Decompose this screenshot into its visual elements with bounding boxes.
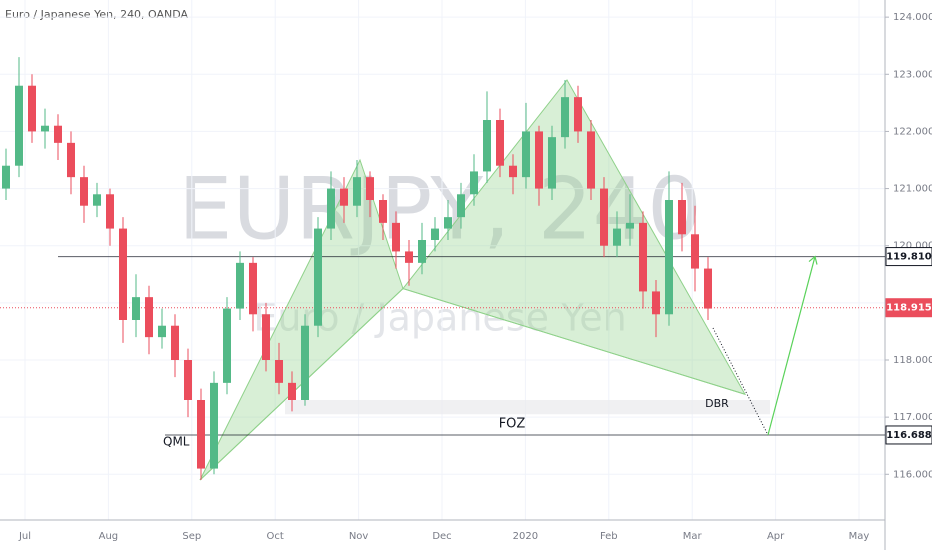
candle-body	[353, 177, 361, 206]
candle-body	[405, 251, 413, 263]
candle-body	[522, 131, 530, 178]
candle-body	[587, 131, 595, 189]
candle-body	[496, 120, 504, 166]
price-label: 119.810	[886, 252, 932, 263]
candle-body	[301, 325, 309, 400]
pattern-bd	[402, 288, 746, 395]
x-tick-label: May	[849, 531, 870, 542]
arrow-head	[808, 255, 818, 265]
candle-body	[41, 125, 49, 132]
candle-body	[418, 240, 426, 263]
candle-body	[574, 97, 582, 132]
candle-body	[67, 142, 75, 178]
candle-body	[210, 382, 218, 469]
candle-body	[236, 262, 244, 309]
projection-arrow	[767, 256, 816, 436]
candle-body	[535, 131, 543, 189]
y-tick-label: 122.000	[893, 126, 932, 137]
y-tick-label: 123.000	[893, 69, 932, 80]
y-tick-label: 124.000	[893, 12, 932, 23]
price-label: 116.688	[886, 430, 932, 441]
candle-body	[197, 400, 205, 469]
x-tick-label: Apr	[767, 531, 785, 542]
x-tick-label: Mar	[683, 531, 703, 542]
candle-body	[457, 194, 465, 218]
price-label-box	[885, 247, 932, 267]
candle-body	[704, 268, 712, 309]
candle-body	[80, 177, 88, 206]
x-tick-label: Feb	[600, 531, 618, 542]
annotation: FOZ	[499, 417, 526, 432]
x-tick-label: Jul	[18, 531, 31, 542]
candle-body	[561, 97, 569, 138]
candle-body	[223, 308, 231, 383]
x-tick-label: Oct	[267, 531, 284, 542]
candle-body	[249, 262, 257, 315]
candle-body	[483, 120, 491, 172]
candle-body	[691, 234, 699, 269]
candle-body	[145, 297, 153, 338]
candle-body	[106, 194, 114, 229]
x-tick-label: 2020	[513, 531, 538, 542]
chart-title: Euro / Japanese Yen, 240, OANDA	[5, 8, 189, 21]
price-label-box	[885, 298, 932, 318]
candle-body	[54, 125, 62, 143]
x-tick-label: Aug	[99, 531, 119, 542]
candle-body	[158, 325, 166, 338]
candle-body	[93, 194, 101, 206]
candle-body	[678, 200, 686, 235]
candle-body	[171, 325, 179, 360]
y-tick-label: 120.000	[893, 241, 932, 252]
x-tick-label: Nov	[349, 531, 369, 542]
y-tick-label: 116.000	[893, 469, 932, 480]
y-tick-label: 121.000	[893, 184, 932, 195]
candle-body	[509, 165, 517, 178]
candle-body	[28, 85, 36, 132]
candle-body	[132, 297, 140, 320]
candle-body	[600, 188, 608, 246]
x-tick-label: Dec	[432, 531, 451, 542]
candle-body	[444, 217, 452, 229]
candle-body	[340, 188, 348, 206]
candle-body	[275, 360, 283, 383]
annotation: DBR	[705, 397, 729, 410]
candle-body	[119, 228, 127, 320]
candle-body	[15, 85, 23, 166]
candle-body	[613, 228, 621, 246]
price-label: 118.915	[886, 303, 932, 314]
y-tick-label: 118.000	[893, 355, 932, 366]
annotation: QML	[163, 435, 190, 449]
candle-body	[379, 200, 387, 223]
candle-body	[470, 171, 478, 195]
price-label-box	[885, 425, 932, 445]
candle-body	[288, 382, 296, 400]
y-tick-label: 117.000	[893, 412, 932, 423]
candle-body	[327, 188, 335, 229]
x-tick-label: Sep	[182, 531, 201, 542]
candle-body	[626, 222, 634, 229]
candle-body	[431, 228, 439, 240]
candle-body	[184, 360, 192, 400]
projection-dotted	[712, 327, 769, 436]
candle-body	[262, 314, 270, 360]
candle-body	[314, 228, 322, 326]
candle-body	[392, 222, 400, 252]
candle-body	[639, 222, 647, 292]
candle-body	[548, 137, 556, 189]
candle-body	[652, 291, 660, 315]
candle-body	[665, 200, 673, 315]
dbr-zone	[285, 400, 770, 415]
candle-body	[366, 177, 374, 200]
candle-body	[2, 165, 10, 189]
